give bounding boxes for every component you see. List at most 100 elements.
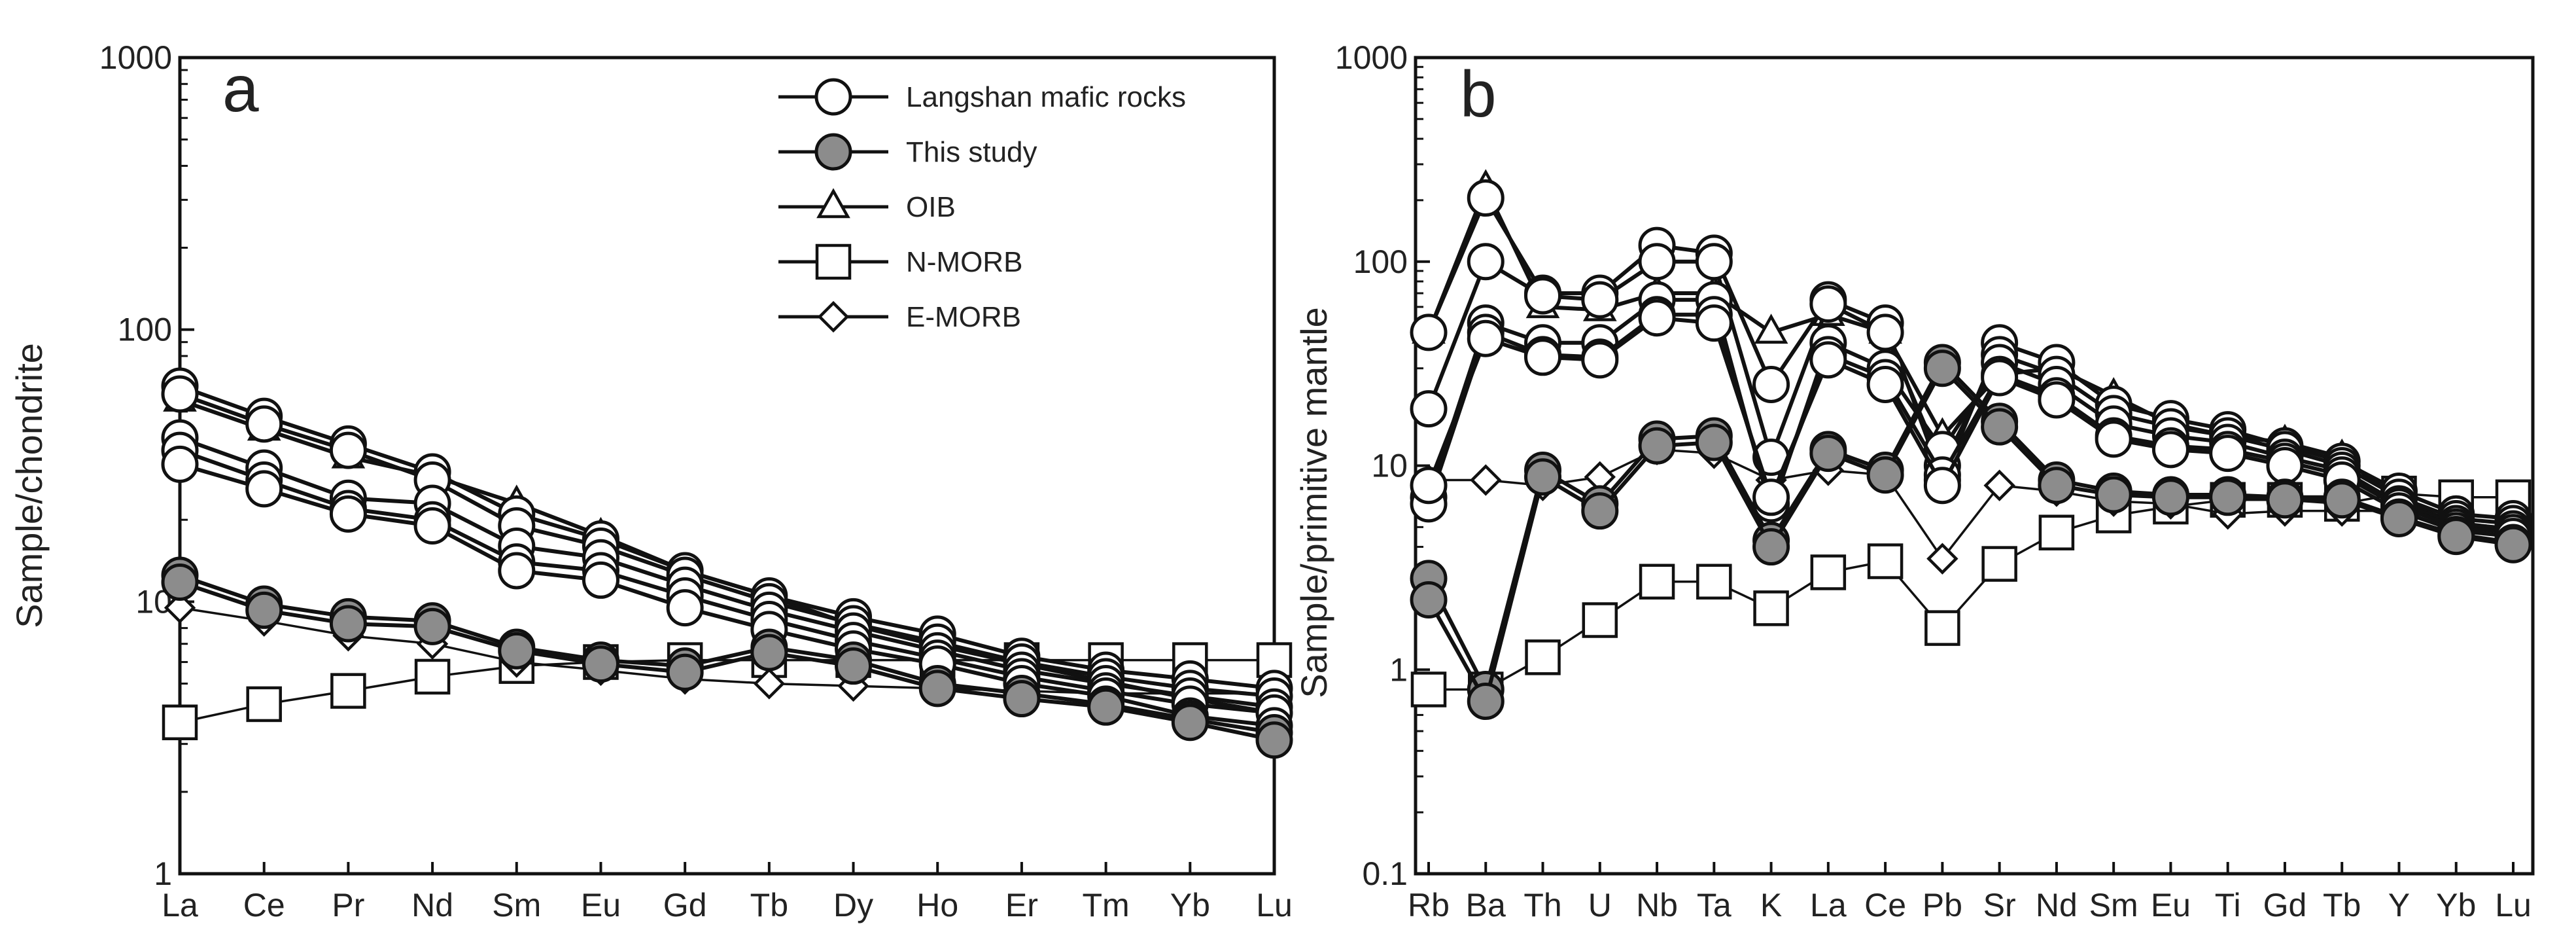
data-point: [2380, 499, 2418, 537]
data-point: [498, 552, 536, 590]
data-point: [2209, 435, 2247, 473]
x-tick-label: Nd: [411, 887, 453, 923]
data-point: [1255, 721, 1293, 759]
data-point: [1923, 349, 1961, 387]
legend-item: This study: [778, 133, 1037, 171]
data-point: [245, 405, 283, 443]
data-point: [1638, 299, 1676, 337]
data-point: [1524, 458, 1562, 496]
x-tick-label: Ce: [1864, 887, 1906, 923]
data-point: [2151, 431, 2189, 469]
data-point: [1753, 590, 1789, 626]
y-tick-label: 100: [118, 312, 172, 348]
data-point: [164, 592, 196, 624]
data-point: [1467, 243, 1505, 281]
series-line: [1427, 366, 2514, 704]
data-point: [918, 670, 956, 707]
data-point: [413, 607, 451, 645]
x-tick-label: Eu: [2151, 887, 2191, 923]
data-point: [1410, 581, 1448, 618]
data-point: [1003, 680, 1041, 718]
data-point: [1983, 469, 2015, 501]
x-tick-label: Lu: [1256, 887, 1293, 923]
data-point: [1752, 528, 1790, 566]
data-point: [1695, 304, 1733, 342]
panel-label: b: [1460, 58, 1497, 131]
data-point: [246, 686, 282, 723]
data-point: [1410, 467, 1448, 505]
data-point: [1695, 243, 1733, 281]
data-point: [1867, 543, 1904, 579]
legend-item: N-MORB: [778, 243, 1022, 280]
x-tick-label: Sm: [492, 887, 541, 923]
data-point: [1524, 277, 1562, 315]
data-point: [329, 495, 367, 533]
data-point: [1809, 341, 1847, 379]
data-point: [1087, 688, 1125, 726]
y-axis-title: Sample/primitive mantle: [1293, 307, 1334, 698]
data-point: [2494, 526, 2532, 564]
x-tick-label: Yb: [2436, 887, 2476, 923]
data-point: [1809, 285, 1847, 323]
x-tick-label: Gd: [2263, 887, 2307, 923]
data-point: [2095, 476, 2132, 514]
data-point: [2038, 467, 2076, 505]
data-point: [2323, 481, 2361, 519]
data-point: [1695, 423, 1733, 461]
data-point: [413, 507, 451, 545]
data-point: [1581, 281, 1619, 319]
x-tick-label: Er: [1005, 887, 1038, 923]
data-point: [753, 668, 786, 700]
y-tick-label: 10: [1371, 448, 1408, 484]
data-point: [1410, 313, 1448, 351]
data-point: [1638, 243, 1676, 281]
x-tick-label: Gd: [663, 887, 707, 923]
x-tick-label: Tb: [2323, 887, 2361, 923]
data-point: [2095, 420, 2132, 458]
legend-label: E-MORB: [906, 301, 1021, 333]
data-point: [1866, 456, 1904, 494]
x-tick-label: Ho: [916, 887, 958, 923]
data-point: [1809, 435, 1847, 473]
legend-marker: [817, 300, 850, 333]
panel-b-chart: 0.1 1 10 100 1000 Rb Ba Th U Nb Ta K La Ce Pb Sr Nd Sm Eu T…: [1293, 39, 2535, 923]
x-tick-label: Pr: [332, 887, 364, 923]
data-point: [1923, 467, 1961, 505]
data-point: [1470, 464, 1502, 496]
x-tick-label: Rb: [1408, 887, 1450, 923]
x-tick-label: Tm: [1083, 887, 1130, 923]
data-point: [1410, 671, 1447, 707]
data-point: [1926, 543, 1958, 575]
data-point: [161, 445, 199, 483]
panel-label: a: [222, 52, 259, 126]
y-tick-label: 1: [1389, 651, 1408, 688]
y-tick-label: 1000: [1335, 39, 1408, 76]
legend-label: This study: [906, 136, 1037, 168]
data-point: [1171, 704, 1209, 742]
data-point: [1981, 408, 2019, 446]
data-point: [666, 653, 704, 691]
y-axis-title: Sample/chondrite: [9, 343, 50, 628]
x-tick-label: Y: [2388, 887, 2410, 923]
data-point: [161, 375, 199, 413]
data-point: [329, 605, 367, 643]
data-point: [1752, 478, 1790, 516]
legend-marker: [814, 78, 852, 116]
data-point: [414, 658, 451, 695]
x-tick-label: Dy: [833, 887, 873, 923]
x-tick-label: La: [162, 887, 198, 923]
x-tick-label: Th: [1523, 887, 1561, 923]
x-tick-label: Nb: [1636, 887, 1678, 923]
x-tick-label: Ta: [1697, 887, 1732, 923]
y-tick-label: 1000: [99, 39, 172, 76]
data-point: [1467, 179, 1505, 217]
legend-item: E-MORB: [778, 300, 1021, 333]
plot-frame: [1414, 56, 2535, 876]
data-point: [498, 632, 536, 670]
x-tick-label: Nd: [2036, 887, 2078, 923]
data-point: [1754, 313, 1788, 344]
x-tick-label: Ba: [1466, 887, 1506, 923]
data-point: [2437, 518, 2475, 556]
